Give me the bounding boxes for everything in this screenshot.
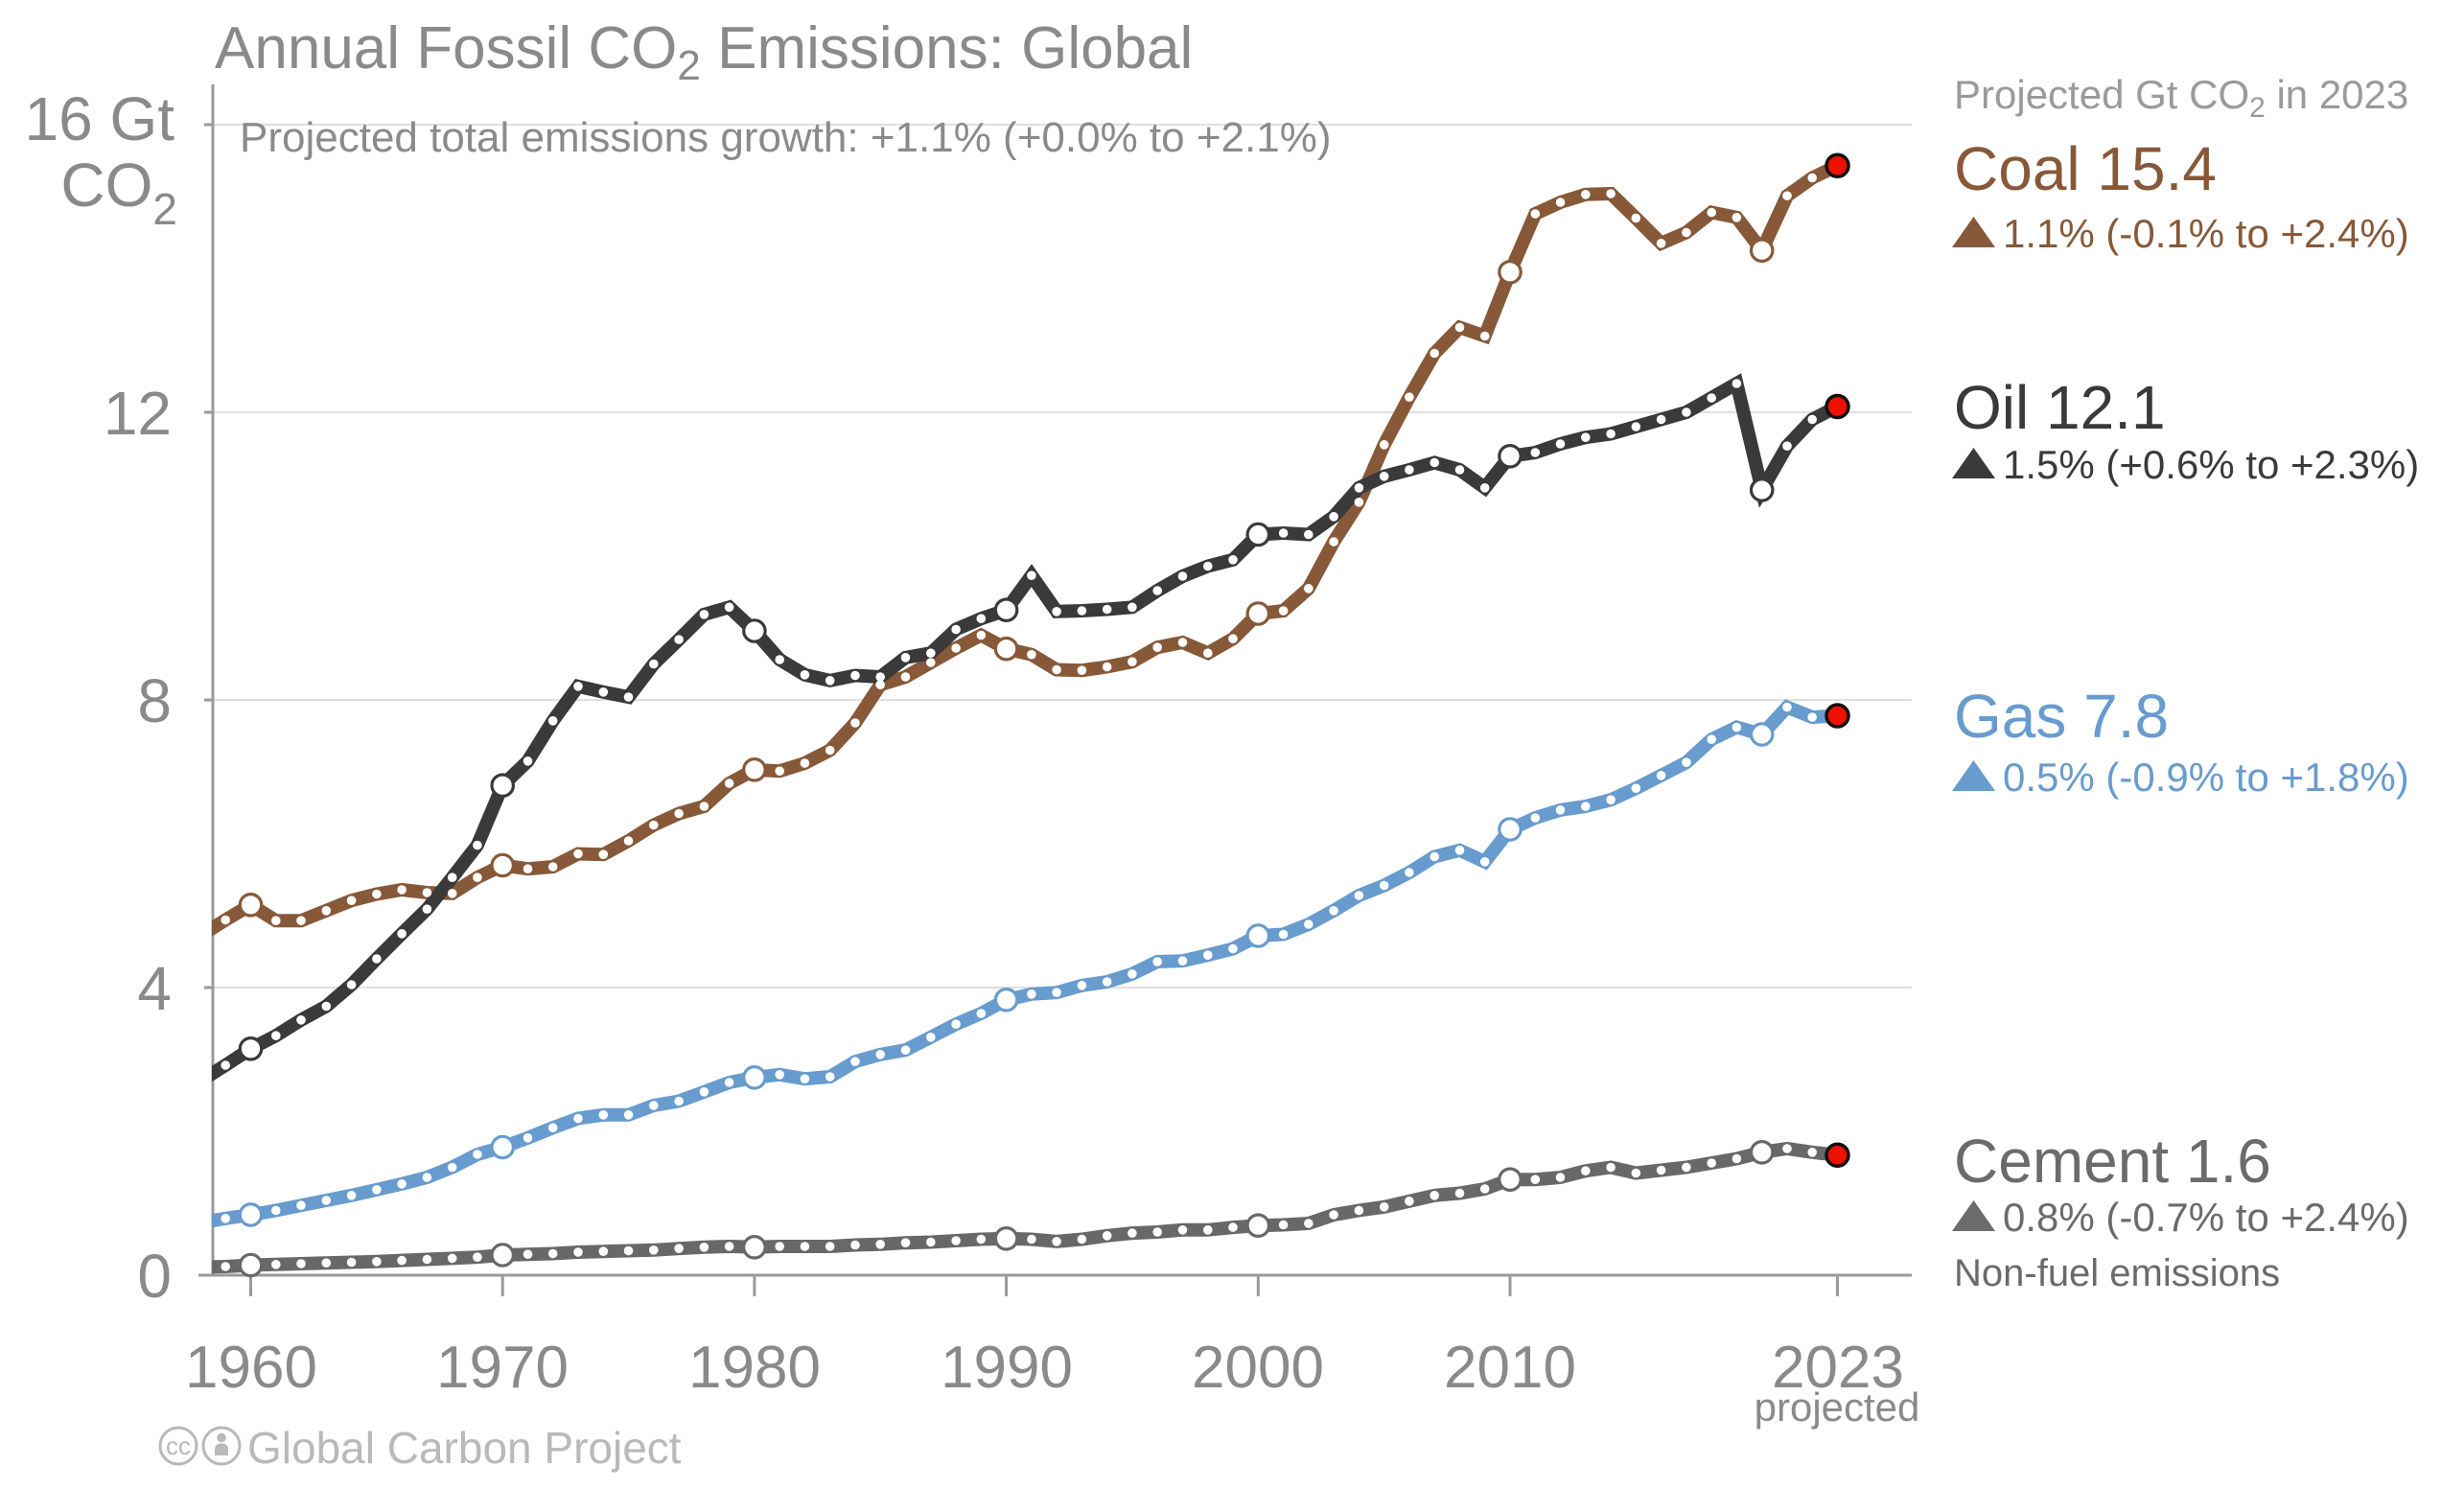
svg-text:1.1% (-0.1% to +2.4%): 1.1% (-0.1% to +2.4%) xyxy=(2003,211,2409,256)
svg-text:2010: 2010 xyxy=(1444,1335,1576,1401)
svg-text:0.5% (-0.9% to +1.8%): 0.5% (-0.9% to +1.8%) xyxy=(2003,755,2409,800)
svg-text:Cement 1.6: Cement 1.6 xyxy=(1954,1127,2271,1196)
svg-text:Oil 12.1: Oil 12.1 xyxy=(1954,373,2166,442)
svg-text:16 Gt: 16 Gt xyxy=(24,84,174,153)
svg-text:Global Carbon Project: Global Carbon Project xyxy=(247,1423,682,1473)
svg-text:12: 12 xyxy=(104,379,172,448)
svg-text:Gas 7.8: Gas 7.8 xyxy=(1954,682,2169,751)
svg-text:1990: 1990 xyxy=(941,1335,1073,1401)
svg-text:0.8% (-0.7% to +2.4%): 0.8% (-0.7% to +2.4%) xyxy=(2003,1195,2409,1240)
svg-text:Coal 15.4: Coal 15.4 xyxy=(1954,134,2217,203)
svg-text:1980: 1980 xyxy=(688,1335,821,1401)
svg-text:Projected total emissions grow: Projected total emissions growth: +1.1% … xyxy=(240,114,1331,161)
svg-text:8: 8 xyxy=(137,666,172,735)
svg-text:2000: 2000 xyxy=(1192,1335,1324,1401)
svg-text:Projected Gt CO2 in 2023: Projected Gt CO2 in 2023 xyxy=(1954,72,2408,124)
svg-text:1960: 1960 xyxy=(185,1335,317,1401)
svg-text:0: 0 xyxy=(137,1242,172,1311)
svg-text:1970: 1970 xyxy=(436,1335,569,1401)
svg-text:2023: 2023 xyxy=(1772,1335,1904,1401)
svg-text:projected: projected xyxy=(1755,1384,1920,1430)
svg-text:cc: cc xyxy=(166,1431,191,1460)
svg-text:1.5% (+0.6% to +2.3%): 1.5% (+0.6% to +2.3%) xyxy=(2003,442,2419,487)
svg-text:Annual Fossil CO2 Emissions: G: Annual Fossil CO2 Emissions: Global xyxy=(215,15,1193,89)
svg-text:4: 4 xyxy=(137,954,172,1023)
svg-text:Non-fuel emissions: Non-fuel emissions xyxy=(1954,1252,2280,1294)
